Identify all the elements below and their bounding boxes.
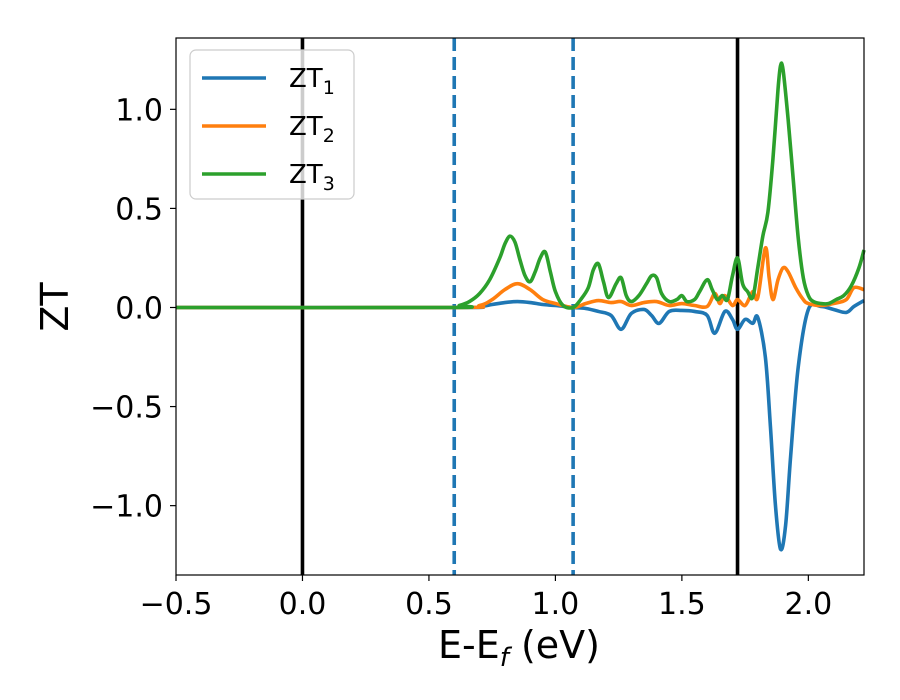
x-tick-label: 0.0 (279, 587, 327, 622)
series-lines (175, 61, 866, 552)
x-tick-label: −0.5 (140, 587, 213, 622)
series-line-zt3 (175, 61, 866, 310)
x-tick-label: 0.5 (405, 587, 453, 622)
y-tick-label: 0.5 (115, 192, 163, 227)
x-axis-title: E-Ef (eV) (438, 623, 600, 673)
y-tick-label: 1.0 (115, 93, 163, 128)
series-line-zt2 (175, 246, 865, 310)
legend-box (189, 49, 355, 200)
y-tick-label: −0.5 (90, 391, 163, 426)
plot-frame (175, 37, 865, 576)
y-tick-label: 0.0 (115, 291, 163, 326)
x-tick-label: 1.5 (658, 587, 706, 622)
y-axis: −1.0 −0.5 0.0 0.5 1.0 (90, 93, 176, 525)
x-tick-label: 1.0 (532, 587, 580, 622)
x-axis: −0.5 0.0 0.5 1.0 1.5 2.0 (140, 575, 832, 622)
y-tick-label: −1.0 (90, 490, 163, 525)
x-tick-label: 2.0 (784, 587, 832, 622)
legend-label-zt1: ZT1 (289, 64, 335, 99)
legend: ZT1 ZT2 ZT3 (189, 49, 355, 200)
legend-label-zt3: ZT3 (289, 160, 335, 195)
legend-label-zt2: ZT2 (289, 112, 335, 147)
y-axis-title: ZT (33, 282, 77, 332)
series-line-zt1 (175, 299, 865, 552)
